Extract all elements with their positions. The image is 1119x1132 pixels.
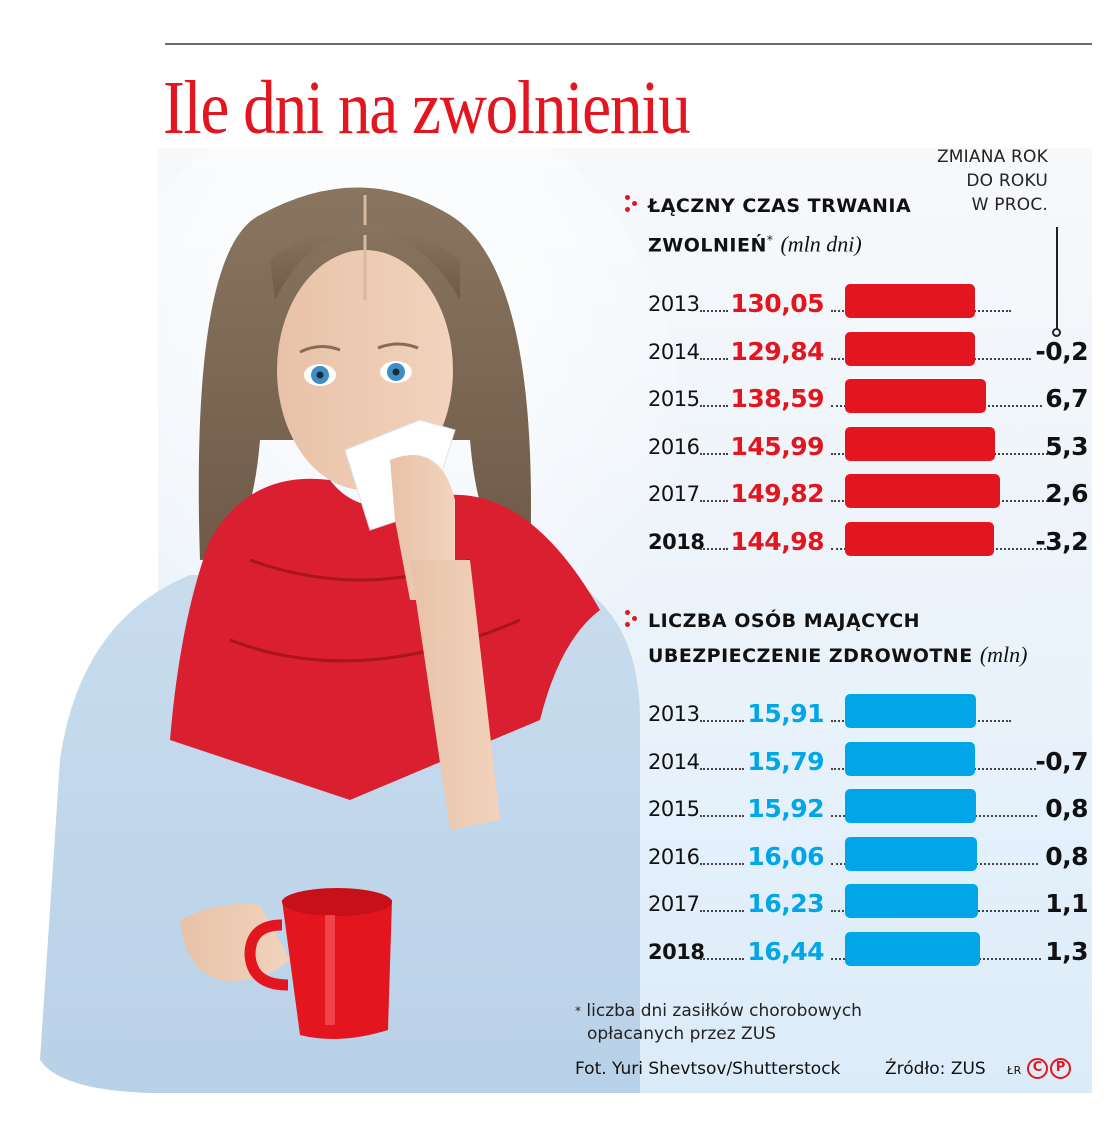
bar	[845, 789, 976, 823]
bar-row-2015: 2015 15,92 0,8	[648, 789, 1088, 825]
value-label: 16,44	[747, 936, 824, 966]
source: Źródło: ZUS	[885, 1059, 986, 1079]
leader-dots	[700, 957, 744, 960]
leader-dots	[700, 862, 744, 865]
bar	[845, 836, 978, 871]
leader-dots	[700, 405, 728, 407]
value-label: 138,59	[730, 384, 825, 413]
change-value: 5,3	[1045, 431, 1088, 461]
copyright-c-icon: C	[1027, 1058, 1048, 1079]
bar-row-2013: 2013 130,05	[648, 284, 1088, 320]
section2-title: LICZBA OSÓB MAJĄCYCH UBEZPIECZENIE ZDROW…	[648, 604, 1027, 673]
connector-dot-icon	[1052, 328, 1061, 337]
year-label: 2017	[648, 482, 700, 506]
bar-row-2014: 2014 129,84 -0,2	[648, 331, 1088, 368]
change-value: -0,7	[1035, 746, 1088, 776]
value-label: 16,06	[747, 841, 824, 871]
leader-dots	[700, 310, 728, 312]
value-label: 129,84	[730, 336, 825, 366]
leader-dots	[700, 547, 728, 550]
leader-dots	[700, 767, 744, 770]
section1-title-line1: ŁĄCZNY CZAS TRWANIA	[648, 195, 912, 217]
bar	[845, 379, 986, 413]
footnote: * liczba dni zasiłków chorobowych opłaca…	[575, 1000, 862, 1046]
section2-title-line1: LICZBA OSÓB MAJĄCYCH	[648, 610, 921, 632]
bar-row-2015: 2015 138,59 6,7	[648, 379, 1088, 415]
credits: Fot. Yuri Shevtsov/Shutterstock Źródło: …	[575, 1059, 1021, 1079]
bar-row-2013: 2013 15,91	[648, 694, 1088, 730]
author-initials: ŁR	[1007, 1064, 1022, 1077]
section2-unit: (mln)	[979, 642, 1028, 667]
section2-title-line2: UBEZPIECZENIE ZDROWOTNE (mln)	[648, 642, 1028, 667]
change-value: 1,3	[1045, 936, 1088, 966]
value-label: 15,91	[747, 699, 824, 728]
year-label: 2018	[648, 939, 705, 964]
bar-row-2018: 2018 144,98 -3,2	[648, 521, 1088, 558]
year-label: 2018	[648, 529, 705, 554]
leader-dots	[700, 910, 744, 912]
copyright-p-icon: P	[1050, 1058, 1071, 1079]
bar	[845, 884, 979, 918]
section1-unit: (mln dni)	[780, 231, 862, 257]
leader-dots	[700, 720, 744, 722]
leader-dots	[700, 357, 728, 360]
change-value: 6,7	[1045, 384, 1088, 413]
year-label: 2015	[648, 387, 700, 411]
leader-dots	[700, 815, 744, 817]
year-label: 2014	[648, 339, 700, 364]
bar-row-2016: 2016 145,99 5,3	[648, 426, 1088, 463]
photo-credit: Fot. Yuri Shevtsov/Shutterstock	[575, 1059, 841, 1079]
year-label: 2013	[648, 702, 700, 726]
bar-row-2017: 2017 149,82 2,6	[648, 474, 1088, 510]
change-header-line3: W PROC.	[971, 195, 1048, 215]
year-label: 2016	[648, 844, 700, 869]
bar	[845, 694, 976, 728]
bullet-dots-icon	[625, 195, 639, 213]
bar-row-2016: 2016 16,06 0,8	[648, 836, 1088, 873]
change-column-header: ZMIANA ROK DO ROKU W PROC.	[900, 145, 1048, 217]
bullet-dots-icon	[625, 610, 639, 628]
leader-dots	[700, 452, 728, 455]
year-label: 2013	[648, 292, 700, 316]
year-label: 2016	[648, 434, 700, 459]
year-label: 2014	[648, 749, 700, 774]
change-header-line1: ZMIANA ROK	[936, 147, 1048, 167]
top-rule	[165, 43, 1092, 45]
value-label: 15,92	[747, 794, 824, 823]
section1-title-line2: ZWOLNIEŃ* (mln dni)	[648, 231, 862, 257]
value-label: 15,79	[747, 746, 824, 776]
bar	[845, 931, 980, 966]
bar-row-2014: 2014 15,79 -0,7	[648, 741, 1088, 778]
bar	[845, 741, 975, 776]
footnote-line1: * liczba dni zasiłków chorobowych	[575, 1001, 862, 1021]
value-label: 144,98	[730, 526, 825, 556]
page-title: Ile dni na zwolnieniu	[163, 66, 691, 150]
change-value: 0,8	[1045, 841, 1088, 871]
change-value: -3,2	[1035, 526, 1088, 556]
bar	[845, 521, 994, 556]
footnote-line2: opłacanych przez ZUS	[587, 1024, 776, 1044]
change-value: 2,6	[1045, 479, 1088, 508]
value-label: 130,05	[730, 289, 825, 318]
year-label: 2017	[648, 892, 700, 916]
change-value: 1,1	[1045, 889, 1088, 918]
value-label: 149,82	[730, 479, 825, 508]
change-value: -0,2	[1035, 336, 1088, 366]
bar	[845, 474, 1000, 508]
connector-line	[1056, 227, 1058, 330]
bar	[845, 331, 975, 366]
value-label: 145,99	[730, 431, 825, 461]
change-header-line2: DO ROKU	[966, 171, 1048, 191]
leader-dots	[700, 500, 728, 502]
year-label: 2015	[648, 797, 700, 821]
section1-title: ŁĄCZNY CZAS TRWANIA ZWOLNIEŃ* (mln dni)	[648, 189, 911, 262]
value-label: 16,23	[747, 889, 824, 918]
bar	[845, 284, 976, 318]
change-value: 0,8	[1045, 794, 1088, 823]
bar	[845, 426, 996, 461]
bar-row-2017: 2017 16,23 1,1	[648, 884, 1088, 920]
bar-row-2018: 2018 16,44 1,3	[648, 931, 1088, 968]
